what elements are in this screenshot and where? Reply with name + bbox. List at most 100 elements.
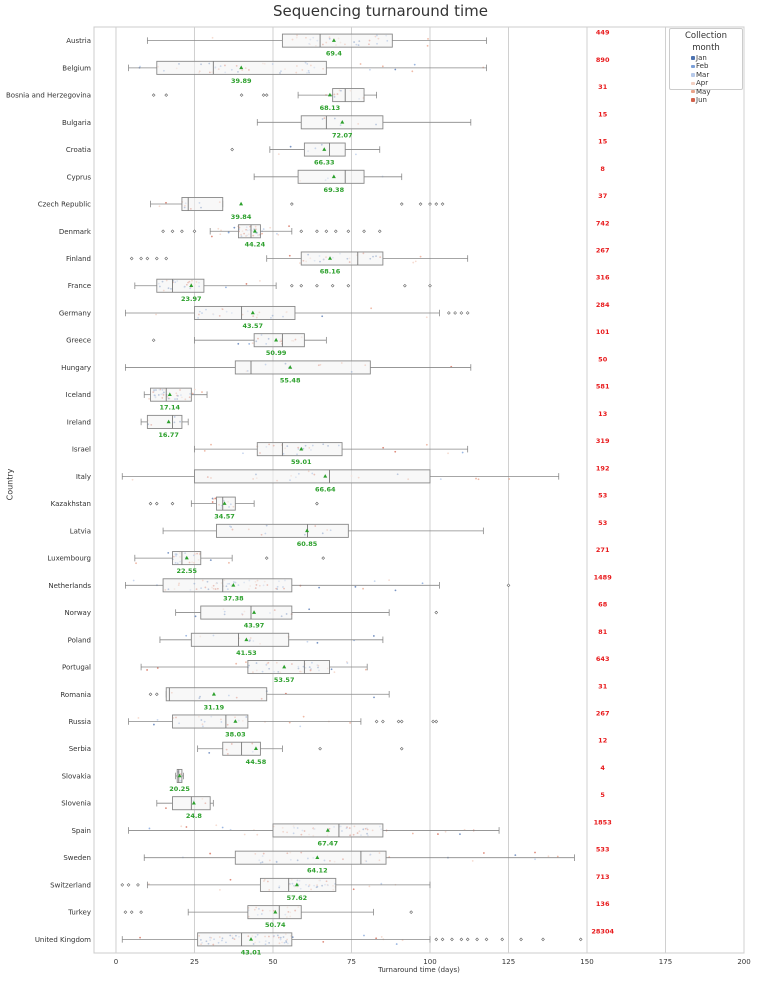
sample-point — [156, 667, 159, 669]
legend-label: Apr — [696, 79, 709, 88]
sample-point — [547, 855, 550, 858]
legend-label: May — [696, 87, 711, 96]
y-tick-label-switzerland: Switzerland — [50, 881, 91, 889]
sample-point — [477, 478, 480, 481]
sample-point — [382, 446, 385, 449]
sample-point — [381, 65, 384, 68]
x-tick-label: 0 — [114, 958, 118, 966]
sample-point — [411, 70, 414, 73]
box-greece — [253, 333, 305, 348]
sample-point — [427, 38, 429, 40]
mean-marker-italy — [323, 474, 328, 478]
y-tick-label-slovakia: Slovakia — [62, 772, 91, 780]
mean-marker-slovakia — [177, 773, 182, 778]
outlier-france — [346, 283, 351, 288]
sample-point — [139, 65, 141, 68]
outlier-united-kingdom — [465, 937, 470, 942]
outlier-kazakhstan — [170, 501, 175, 506]
count-label-romania: 31 — [598, 682, 608, 690]
sample-point — [203, 449, 206, 452]
sample-point — [355, 153, 357, 156]
sample-point — [185, 826, 188, 828]
count-label-serbia: 12 — [598, 737, 607, 745]
y-tick-label-belgium: Belgium — [62, 64, 91, 72]
outlier-czech-republic — [434, 202, 439, 206]
count-label-spain: 1853 — [594, 818, 612, 826]
mean-label-latvia: 60.85 — [297, 540, 318, 548]
sample-point — [227, 231, 230, 234]
sample-point — [352, 888, 355, 891]
count-label-norway: 68 — [598, 601, 608, 609]
outlier-kazakhstan — [315, 501, 319, 506]
count-label-bulgaria: 15 — [598, 110, 608, 118]
y-tick-label-bosnia-and-herzegovina: Bosnia and Herzegovina — [6, 92, 91, 100]
mean-marker-poland — [244, 637, 249, 642]
outlier-czech-republic — [399, 202, 404, 206]
outlier-russia — [431, 719, 435, 724]
sample-point — [289, 145, 292, 148]
mean-marker-turkey — [273, 909, 278, 914]
sample-point — [425, 443, 428, 446]
y-axis-label: Country — [5, 468, 15, 501]
sample-point — [369, 68, 371, 71]
y-tick-label-iceland: Iceland — [66, 391, 91, 399]
mean-marker-czech-republic — [239, 201, 244, 206]
sample-point — [333, 671, 336, 674]
sample-point — [349, 722, 352, 724]
mean-marker-romania — [211, 691, 216, 696]
sample-point — [277, 153, 280, 156]
outlier-france — [290, 283, 294, 288]
mean-marker-netherlands — [231, 583, 236, 587]
sample-point — [261, 232, 263, 235]
mean-label-bulgaria: 72.07 — [332, 131, 353, 139]
outlier-denmark — [377, 229, 382, 234]
outlier-romania — [154, 692, 159, 697]
outlier-germany — [465, 311, 470, 315]
x-tick-label: 25 — [190, 958, 199, 966]
sample-point — [211, 501, 214, 503]
sample-point — [395, 943, 398, 945]
count-label-croatia: 15 — [598, 138, 608, 146]
sample-point — [394, 589, 397, 592]
box-israel — [256, 442, 343, 457]
y-tick-label-portugal: Portugal — [62, 664, 91, 672]
outlier-russia — [374, 719, 379, 724]
mean-label-poland: 41.53 — [236, 649, 257, 657]
x-tick-label: 100 — [423, 958, 436, 966]
mean-marker-portugal — [282, 664, 287, 669]
mean-label-france: 23.97 — [181, 295, 202, 303]
sample-point — [388, 579, 391, 582]
sample-point — [412, 261, 415, 264]
mean-marker-ireland — [166, 419, 171, 424]
sample-point — [242, 452, 244, 455]
mean-label-turkey: 50.74 — [265, 921, 286, 929]
mean-label-belgium: 39.89 — [231, 77, 252, 85]
y-tick-label-croatia: Croatia — [66, 146, 91, 154]
outlier-serbia — [399, 746, 404, 751]
sample-point — [146, 669, 148, 671]
sample-point — [165, 807, 167, 810]
legend-marker-icon — [691, 81, 695, 86]
box-netherlands — [162, 578, 293, 593]
sample-point — [245, 661, 247, 664]
outlier-turkey — [129, 910, 134, 914]
box-hungary — [234, 360, 371, 375]
outlier-greece — [151, 338, 156, 343]
box-france — [156, 278, 205, 293]
legend-label: Feb — [696, 62, 709, 71]
mean-label-kazakhstan: 34.57 — [214, 513, 235, 521]
legend: Collection month Jan Feb Mar Apr May Jun — [669, 28, 743, 104]
count-label-belgium: 890 — [596, 56, 610, 64]
sample-point — [346, 662, 349, 664]
mean-marker-croatia — [322, 147, 327, 151]
sample-point — [482, 852, 485, 854]
mean-label-czech-republic: 39.84 — [231, 213, 252, 221]
y-tick-label-denmark: Denmark — [59, 228, 92, 236]
legend-entry: Jun — [670, 96, 742, 104]
sample-point — [534, 858, 536, 861]
outlier-united-kingdom — [450, 937, 454, 942]
sample-point — [394, 450, 397, 453]
sample-point — [219, 888, 221, 891]
box-poland — [190, 632, 290, 647]
